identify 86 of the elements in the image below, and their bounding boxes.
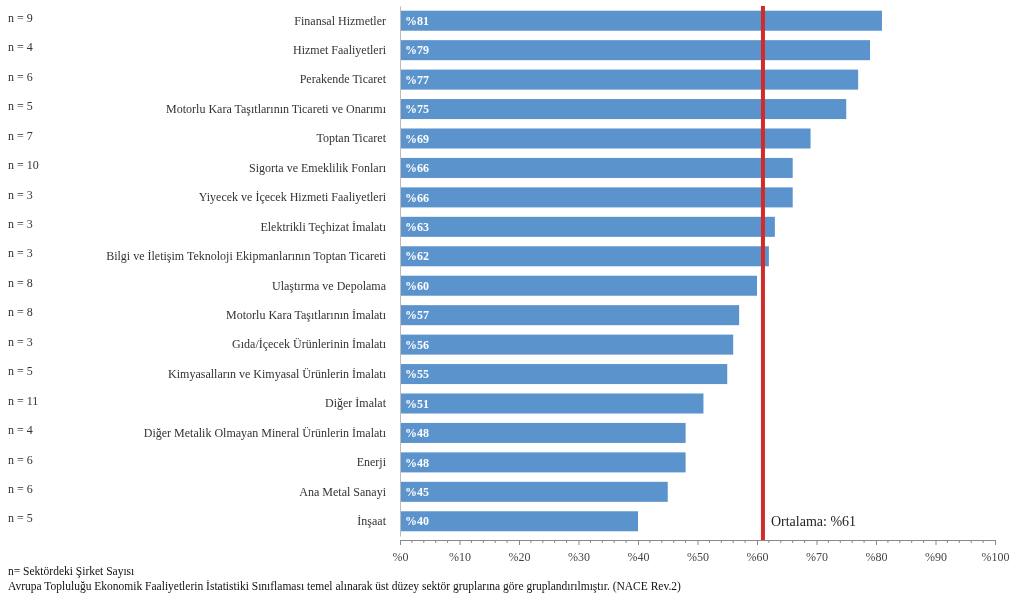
- y-tick-label: Diğer İmalat: [325, 396, 387, 411]
- text: n = 9: [8, 10, 33, 25]
- text: n = 11: [8, 393, 39, 408]
- data-label: %48: [405, 426, 429, 441]
- data-label: %55: [405, 367, 429, 382]
- x-tick-label: %100: [981, 550, 1010, 565]
- ref-line-label: Ortalama: %61: [770, 514, 857, 530]
- y-tick-label: Enerji: [356, 455, 387, 470]
- data-label: %45: [405, 485, 429, 500]
- bar: [400, 246, 769, 267]
- data-label: %40: [405, 514, 429, 529]
- text: n = 3: [8, 217, 33, 232]
- data-label: %66: [405, 190, 429, 205]
- data-label: %79: [405, 43, 429, 58]
- text: n = 6: [8, 452, 33, 467]
- bar: [400, 305, 740, 326]
- y-tick-label: Perakende Ticaret: [299, 72, 387, 87]
- data-label: %48: [405, 455, 429, 470]
- x-tick-label: %70: [806, 550, 828, 565]
- text: n = 3: [8, 246, 33, 261]
- x-tick-label: %60: [746, 550, 769, 565]
- data-label: %66: [405, 161, 429, 176]
- bar: [400, 157, 793, 178]
- y-tick-label: Gıda/İçecek Ürünlerinin İmalatı: [232, 337, 387, 352]
- bar: [400, 364, 728, 385]
- y-tick-label: Finansal Hizmetler: [294, 13, 386, 28]
- x-tick-label: %20: [508, 550, 531, 565]
- y-tick-label: Motorlu Kara Taşıtlarının İmalatı: [226, 308, 387, 323]
- data-label: %77: [405, 72, 429, 87]
- bar: [400, 187, 793, 208]
- data-label: %75: [405, 102, 429, 117]
- data-label: %69: [405, 131, 429, 146]
- text: n = 5: [8, 511, 33, 526]
- bar: [400, 216, 775, 237]
- text: n = 7: [8, 128, 33, 143]
- text: n = 10: [8, 158, 39, 173]
- y-tick-label: Toptan Ticaret: [316, 131, 387, 146]
- text: n = 6: [8, 69, 33, 84]
- text: n = 5: [8, 364, 33, 379]
- y-tick-label: Yiyecek ve İçecek Hizmeti Faaliyetleri: [198, 190, 387, 205]
- x-tick-label: %50: [687, 550, 709, 565]
- data-label: %62: [405, 249, 429, 264]
- y-tick-label: Sigorta ve Emeklilik Fonları: [249, 160, 387, 175]
- text: n= Sektördeki Şirket Sayısı: [8, 565, 135, 578]
- y-tick-label: Ana Metal Sanayi: [299, 484, 387, 499]
- data-label: %81: [405, 13, 429, 28]
- bar: [400, 128, 811, 149]
- x-tick-label: %10: [449, 550, 471, 565]
- bar: [400, 10, 882, 31]
- text: n = 4: [8, 40, 33, 55]
- y-tick-label: İnşaat: [357, 514, 387, 529]
- bar: [400, 422, 686, 443]
- bar: [400, 40, 871, 61]
- data-label: %63: [405, 220, 429, 235]
- y-tick-label: Bilgi ve İletişim Teknoloji Ekipmanlarının Toptan Ticareti: [106, 249, 387, 264]
- data-label: %60: [405, 278, 429, 293]
- x-tick-label: %80: [865, 550, 888, 565]
- y-tick-label: Elektrikli Teçhizat İmalatı: [260, 219, 387, 234]
- data-label: %56: [405, 337, 429, 352]
- text: n = 8: [8, 305, 33, 320]
- bar: [400, 275, 757, 296]
- text: Avrupa Topluluğu Ekonomik Faaliyetlerin İstatistiki Sınıflaması temel alınarak üst düzey sektör gruplarına göre gruplandırılmıştır. (NACE Rev.2): [8, 579, 682, 593]
- bar: [400, 69, 859, 90]
- text: n = 6: [8, 482, 33, 497]
- y-tick-label: Ulaştırma ve Depolama: [272, 278, 387, 293]
- x-tick-label: %30: [568, 550, 590, 565]
- bar: [400, 99, 847, 120]
- x-tick-label: %90: [925, 550, 947, 565]
- y-tick-label: Diğer Metalik Olmayan Mineral Ürünlerin İmalatı: [143, 425, 387, 440]
- text: n = 8: [8, 275, 33, 290]
- x-tick-label: %40: [627, 550, 650, 565]
- bar: [400, 481, 668, 502]
- bar: [400, 511, 638, 532]
- text: n = 3: [8, 334, 33, 349]
- bar: [400, 393, 704, 414]
- x-tick-label: %0: [392, 550, 409, 565]
- text: n = 3: [8, 187, 33, 202]
- y-tick-label: Kimyasalların ve Kimyasal Ürünlerin İmalatı: [168, 366, 387, 381]
- y-tick-label: Motorlu Kara Taşıtlarının Ticareti ve Onarımı: [166, 101, 387, 116]
- data-label: %51: [405, 396, 429, 411]
- text: n = 4: [8, 423, 33, 438]
- bar: [400, 334, 734, 355]
- y-tick-label: Hizmet Faaliyetleri: [293, 43, 387, 58]
- data-label: %57: [405, 308, 429, 323]
- bar: [400, 452, 686, 473]
- text: n = 5: [8, 99, 33, 114]
